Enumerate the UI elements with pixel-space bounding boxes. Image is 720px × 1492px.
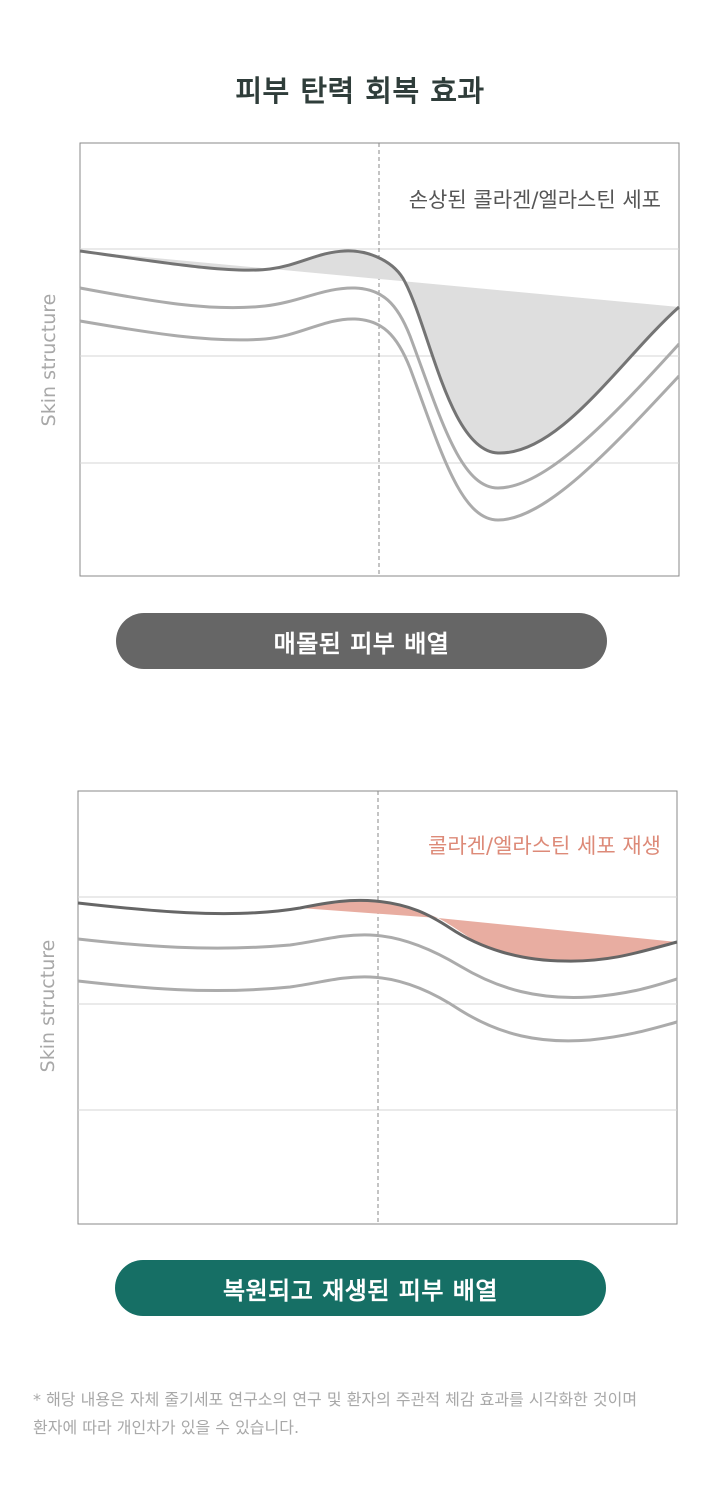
damaged-caption-label: 매몰된 피부 배열	[273, 629, 450, 658]
regeneration-area	[438, 918, 677, 962]
page-title: 피부 탄력 회복 효과	[235, 74, 485, 108]
footnote-line: 환자에 따라 개인차가 있을 수 있습니다.	[33, 1418, 300, 1437]
restored-caption-label: 복원되고 재생된 피부 배열	[223, 1276, 498, 1305]
restored-caption-badge: 복원되고 재생된 피부 배열	[115, 1260, 606, 1316]
regeneration-area	[300, 900, 438, 918]
damage-area	[80, 250, 679, 454]
y-axis-label: Skin structure	[37, 940, 59, 1073]
damage-annotation: 손상된 콜라겐/엘라스틴 세포	[409, 188, 661, 212]
damaged-skin-diagram: 손상된 콜라겐/엘라스틴 세포 Skin structure	[38, 142, 681, 577]
skin-layer-line	[77, 933, 678, 999]
skin-layer-line	[77, 975, 678, 1043]
regeneration-annotation: 콜라겐/엘라스틴 세포 재생	[428, 834, 661, 858]
y-axis-label: Skin structure	[38, 294, 60, 427]
disclaimer-footnote: * 해당 내용은 자체 줄기세포 연구소의 연구 및 환자의 주관적 체감 효과…	[33, 1386, 703, 1442]
skin-layer-line	[79, 286, 681, 490]
skin-top-line	[79, 249, 681, 455]
damaged-caption-badge: 매몰된 피부 배열	[116, 613, 607, 669]
footnote-line: * 해당 내용은 자체 줄기세포 연구소의 연구 및 환자의 주관적 체감 효과…	[33, 1390, 638, 1409]
skin-top-line	[77, 898, 678, 963]
restored-skin-diagram: 콜라겐/엘라스틴 세포 재생 Skin structure	[37, 790, 678, 1225]
skin-layer-line	[79, 317, 681, 522]
